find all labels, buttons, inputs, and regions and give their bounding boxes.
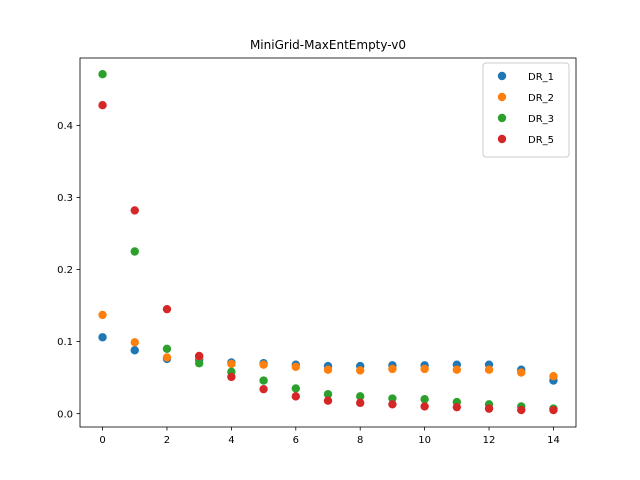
axes: 0 2 4 6 8 10 12 14 0.0 0.1 0.2 0.3 0.4 — [57, 57, 577, 446]
x-tick-label-10: 10 — [418, 435, 431, 446]
data-point-dr-3-2 — [162, 344, 172, 354]
data-point-dr-3-8 — [356, 392, 365, 401]
data-point-dr-5-10 — [420, 402, 429, 411]
x-tick-label-2: 2 — [164, 435, 170, 446]
x-tick-label-4: 4 — [228, 435, 234, 446]
y-tick-label-3: 0.3 — [57, 193, 73, 204]
x-tick-label-14: 14 — [547, 435, 560, 446]
data-point-dr-2-5 — [259, 360, 268, 369]
data-point-dr-3-7 — [323, 390, 333, 399]
legend-label-dr-1: DR_1 — [528, 72, 554, 83]
x-tick-label-0: 0 — [99, 435, 105, 446]
y-tick-label-2: 0.2 — [57, 265, 73, 276]
data-point-dr-2-12 — [484, 365, 494, 374]
legend-label-dr-5: DR_5 — [528, 135, 554, 146]
data-point-dr-2-4 — [227, 359, 236, 369]
data-point-dr-3-5 — [259, 376, 268, 385]
data-point-dr-5-2 — [162, 304, 172, 314]
data-point-dr-5-3 — [194, 351, 204, 361]
legend-marker-dr-5 — [497, 134, 507, 144]
data-point-dr-5-12 — [484, 404, 494, 413]
data-point-dr-2-8 — [356, 366, 365, 375]
data-point-dr-5-6 — [291, 392, 300, 401]
data-point-dr-3-3 — [194, 359, 204, 368]
x-tick-label-6: 6 — [293, 435, 299, 446]
data-point-dr-5-9 — [388, 400, 397, 409]
data-point-dr-2-7 — [323, 365, 333, 374]
y-tick-label-4: 0.4 — [57, 121, 73, 132]
data-point-dr-1-0 — [98, 333, 107, 342]
data-point-dr-5-1 — [130, 206, 139, 215]
plot-frame — [79, 57, 577, 428]
y-tick-label-1: 0.1 — [57, 337, 73, 348]
data-point-dr-5-0 — [98, 101, 107, 110]
data-point-dr-5-4 — [227, 372, 236, 382]
legend-marker-dr-1 — [497, 71, 507, 81]
data-point-dr-3-0 — [98, 70, 107, 79]
data-point-dr-2-1 — [130, 338, 139, 347]
data-point-dr-3-10 — [420, 395, 429, 404]
data-point-dr-5-7 — [323, 396, 333, 405]
data-points — [98, 70, 558, 415]
legend: DR_1 DR_2 DR_3 DR_5 — [482, 62, 570, 158]
data-point-dr-2-2 — [162, 353, 172, 362]
data-point-dr-5-14 — [549, 405, 558, 415]
data-point-dr-2-10 — [420, 364, 429, 374]
y-tick-label-0: 0.0 — [57, 409, 73, 420]
data-point-dr-2-6 — [291, 362, 300, 372]
data-point-dr-3-6 — [291, 384, 300, 393]
data-point-dr-3-9 — [388, 394, 397, 403]
data-point-dr-5-5 — [259, 384, 268, 394]
legend-label-dr-2: DR_2 — [528, 93, 554, 104]
data-point-dr-2-9 — [388, 364, 397, 374]
x-tick-label-12: 12 — [483, 435, 496, 446]
data-point-dr-2-0 — [98, 310, 107, 320]
legend-box — [482, 62, 570, 158]
data-point-dr-5-13 — [517, 405, 526, 415]
x-tick-label-8: 8 — [357, 435, 363, 446]
chart-title: MiniGrid-MaxEntEmpty-v0 — [250, 38, 406, 52]
legend-marker-dr-3 — [497, 113, 507, 123]
data-point-dr-1-1 — [130, 346, 139, 355]
legend-label-dr-3: DR_3 — [528, 114, 554, 125]
legend-marker-dr-2 — [497, 92, 507, 102]
data-point-dr-5-8 — [356, 398, 365, 408]
data-point-dr-2-11 — [452, 365, 462, 374]
data-point-dr-2-13 — [517, 368, 526, 377]
data-point-dr-5-11 — [452, 402, 462, 412]
data-point-dr-2-14 — [549, 371, 558, 381]
data-point-dr-3-1 — [130, 247, 139, 256]
